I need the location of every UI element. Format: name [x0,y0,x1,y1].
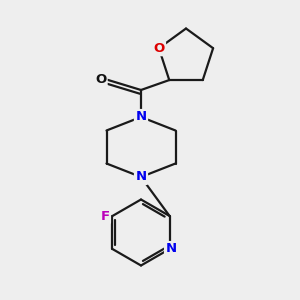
Text: N: N [135,110,147,124]
Text: N: N [135,170,147,184]
Text: F: F [100,209,109,223]
Text: O: O [153,42,164,55]
Text: N: N [166,242,177,256]
Text: O: O [95,73,106,86]
